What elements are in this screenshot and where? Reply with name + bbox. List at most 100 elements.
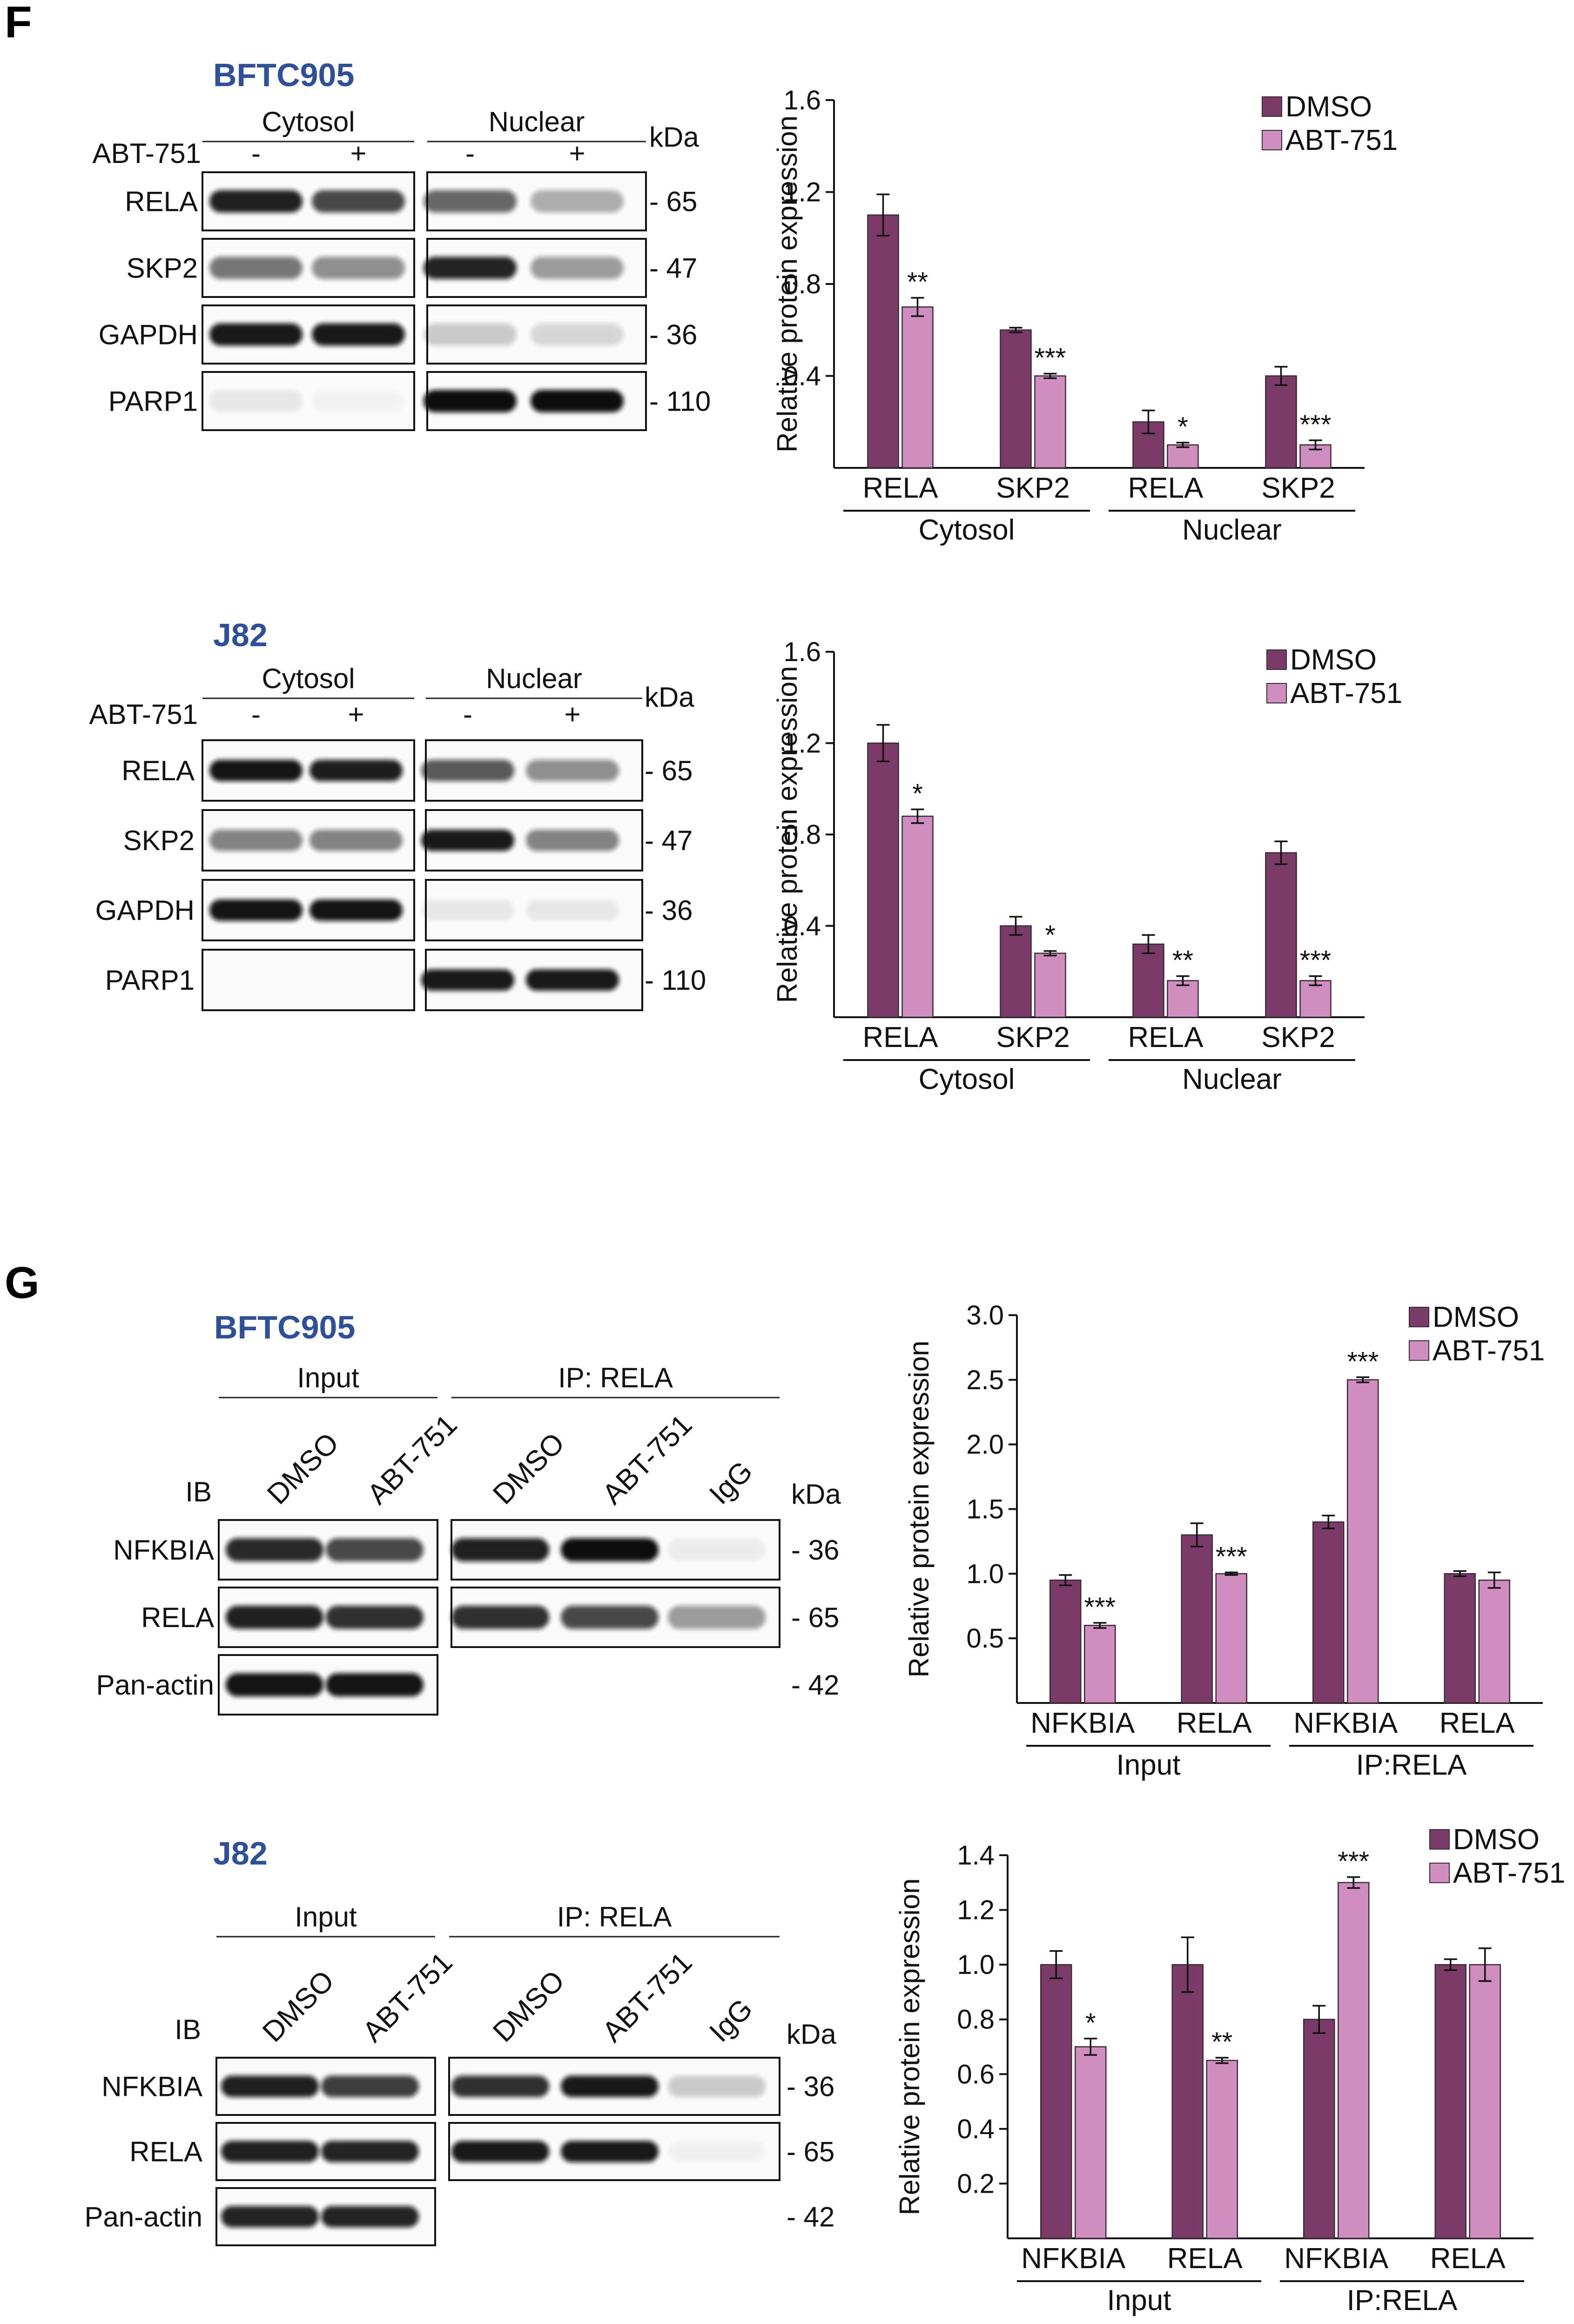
blot-g0-band-rela-0-1 — [326, 1606, 424, 1629]
blot-g0-lane-label-abt-751-1: ABT-751 — [596, 1409, 698, 1511]
chart-2-bar-abt-751-2 — [1347, 1379, 1379, 1704]
blot-f1-band-rela-0-1 — [309, 760, 403, 781]
chart-2-category-label-0: NFKBIA — [1030, 1707, 1135, 1739]
blot-g1-band-pan-actin-0-1 — [321, 2206, 419, 2228]
blot-g0-band-nfkbia-1-1 — [561, 1538, 659, 1561]
chart-2-bar-abt-751-3 — [1478, 1579, 1510, 1704]
chart-3-bar-dmso-3 — [1434, 1964, 1466, 2239]
chart-2-category-label-3: RELA — [1439, 1707, 1515, 1739]
chart-0-significance-0: ** — [907, 267, 928, 297]
chart-0-y-tick-label-2: 1.2 — [783, 177, 821, 208]
blot-f0-lane-sign-0-0: - — [251, 138, 261, 169]
blot-g1-cell-line-title: J82 — [213, 1835, 268, 1871]
blot-f1-kda-marker-rela: - 65 — [645, 755, 693, 786]
blot-f0-band-parp1-1-0 — [424, 390, 517, 412]
chart-2-error-bar-dmso-2 — [1322, 1514, 1335, 1529]
chart-3-y-tick-label-3: 0.8 — [957, 2005, 995, 2035]
chart-1-legend-swatch-dmso — [1266, 649, 1287, 670]
chart-1-category-label-3: SKP2 — [1261, 1021, 1335, 1054]
blot-g0-cell-line-title: BFTC905 — [214, 1309, 355, 1345]
western-blot-f-j82: J82 Cytosol Nuclear ABT-751 - + - + kDa RELA - 65 S… — [89, 617, 706, 1011]
blot-g1-kda-marker-pan-actin: - 42 — [787, 2202, 834, 2233]
blot-g0-ib-label: IB — [185, 1476, 212, 1507]
blot-f0-band-gapdh-1-1 — [531, 323, 624, 346]
chart-2-y-tick-label-1: 1.0 — [966, 1559, 1004, 1589]
chart-0-error-bar-abt-751-3 — [1309, 439, 1322, 451]
blot-g1-band-nfkbia-1-1 — [561, 2075, 659, 2097]
blot-g1-ib-label: IB — [175, 2014, 201, 2045]
chart-2-legend-label-dmso: DMSO — [1433, 1301, 1519, 1333]
blot-f0-treatment-label: ABT-751 — [93, 138, 201, 169]
chart-0-y-tick-label-3: 1.6 — [783, 85, 821, 115]
chart-3-significance-1: ** — [1211, 2027, 1232, 2057]
chart-2-y-tick-label-3: 2.0 — [966, 1430, 1004, 1460]
chart-0-bar-dmso-1 — [1000, 329, 1032, 469]
blot-g0-kda-marker-rela: - 65 — [791, 1602, 839, 1633]
chart-1-error-bar-abt-751-0 — [911, 808, 924, 824]
chart-1-legend-label-abt-751: ABT-751 — [1290, 677, 1402, 709]
chart-1-bar-abt-751-1 — [1034, 953, 1066, 1018]
chart-1-legend-label-dmso: DMSO — [1290, 644, 1377, 676]
chart-0-significance-3: *** — [1300, 410, 1332, 440]
chart-0-error-bar-dmso-2 — [1142, 409, 1155, 434]
blot-f0-row-label-rela: RELA — [125, 186, 198, 217]
chart-3-bar-abt-751-1 — [1206, 2060, 1238, 2239]
chart-2-bar-dmso-0 — [1049, 1579, 1082, 1704]
chart-1-bar-dmso-2 — [1132, 943, 1164, 1018]
chart-0-error-bar-dmso-1 — [1009, 327, 1022, 333]
chart-3-bar-abt-751-0 — [1075, 2046, 1107, 2239]
blot-f1-row-label-parp1: PARP1 — [105, 965, 195, 996]
chart-3-significance-2: *** — [1338, 1846, 1369, 1877]
blot-g1-band-nfkbia-1-0 — [451, 2075, 549, 2097]
blot-f1-row-label-gapdh: GAPDH — [95, 895, 195, 926]
blot-g1-lane-label-dmso-1: DMSO — [487, 1965, 571, 2048]
chart-1-category-label-0: RELA — [863, 1021, 939, 1054]
chart-0-error-bar-abt-751-0 — [911, 297, 924, 317]
blot-f0-band-gapdh-0-0 — [209, 323, 303, 346]
blot-g0-row-label-nfkbia: NFKBIA — [113, 1534, 214, 1566]
chart-1-category-label-2: RELA — [1128, 1021, 1204, 1054]
blot-g0-lane-label-dmso-1: DMSO — [487, 1427, 571, 1511]
chart-0-legend-label-dmso: DMSO — [1285, 91, 1372, 123]
chart-2-legend-swatch-dmso — [1409, 1307, 1429, 1327]
blot-g1-group-label-input: Input — [295, 1901, 357, 1932]
chart-3-category-label-2: NFKBIA — [1284, 2243, 1389, 2275]
chart-3-error-bar-dmso-1 — [1181, 1936, 1194, 1993]
chart-3-legend-label-dmso: DMSO — [1453, 1824, 1540, 1856]
chart-1-legend-swatch-abt-751 — [1266, 683, 1287, 703]
chart-2-significance-0: *** — [1084, 1592, 1116, 1622]
blot-g1-lane-label-dmso-0: DMSO — [256, 1965, 340, 2048]
blot-f0-band-rela-0-1 — [312, 190, 405, 213]
blot-f1-band-gapdh-1-1 — [526, 899, 619, 921]
chart-3-category-label-3: RELA — [1430, 2243, 1506, 2275]
chart-3-error-bar-dmso-3 — [1444, 1958, 1457, 1971]
blot-g0-band-nfkbia-0-0 — [226, 1538, 323, 1561]
chart-3-y-tick-label-1: 0.4 — [957, 2114, 995, 2144]
blot-g0-lane-label-abt-751-0: ABT-751 — [361, 1409, 463, 1511]
chart-3-bar-abt-751-3 — [1469, 1964, 1501, 2239]
chart-0-bar-abt-751-3 — [1299, 444, 1332, 469]
blot-g0-lane-label-igg-1: IgG — [703, 1455, 759, 1510]
chart-0-bar-abt-751-0 — [901, 306, 934, 469]
chart-2-significance-1: *** — [1216, 1542, 1247, 1572]
blot-f1-lane-sign-0-0: - — [251, 699, 261, 730]
blot-f1-lane-sign-0-1: + — [348, 699, 364, 730]
chart-1-error-bar-dmso-2 — [1142, 934, 1155, 954]
chart-0-category-label-0: RELA — [863, 472, 939, 504]
chart-2-error-bar-abt-751-2 — [1356, 1376, 1370, 1384]
chart-2-y-tick-label-0: 0.5 — [966, 1623, 1004, 1654]
chart-1-bar-dmso-3 — [1265, 852, 1297, 1018]
blot-f0-band-skp2-1-1 — [531, 257, 624, 279]
chart-1-error-bar-dmso-3 — [1274, 840, 1288, 865]
blot-f0-band-skp2-0-0 — [209, 257, 303, 279]
chart-0-legend-swatch-abt-751 — [1262, 130, 1282, 150]
blot-g1-band-rela-1-0 — [451, 2141, 549, 2162]
panel-letter-g: G — [5, 1258, 40, 1308]
blot-f0-cell-line-title: BFTC905 — [213, 57, 354, 93]
blot-g0-band-nfkbia-1-2 — [668, 1538, 766, 1561]
blot-f1-band-skp2-0-1 — [309, 830, 403, 851]
blot-f1-treatment-label: ABT-751 — [89, 699, 198, 730]
blot-f0-kda-marker-rela: - 65 — [649, 186, 697, 217]
